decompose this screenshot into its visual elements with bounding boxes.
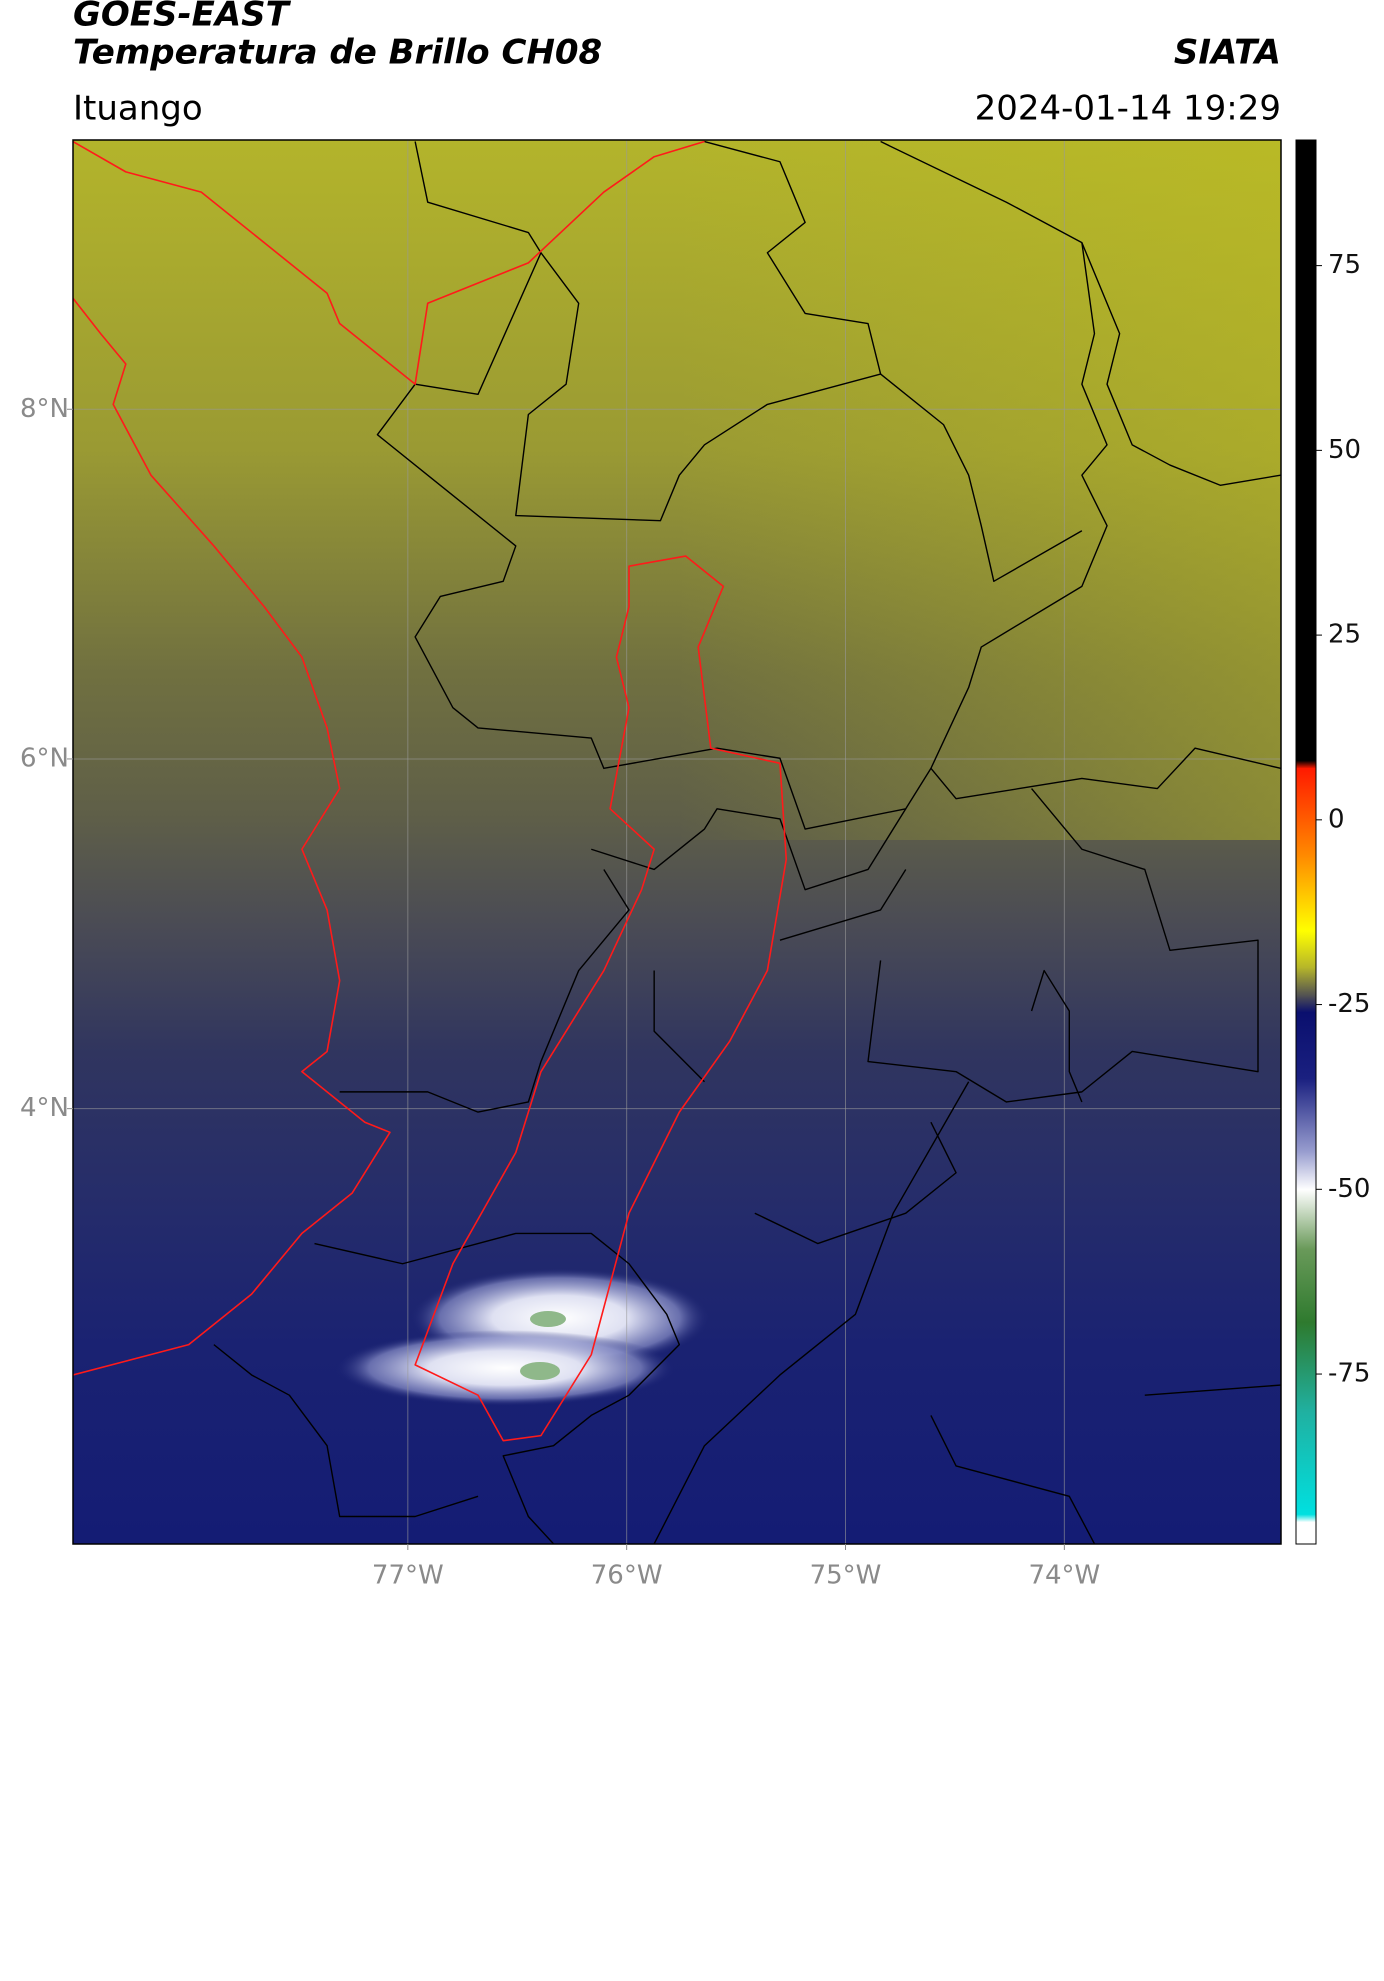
boundary (315, 1082, 969, 1544)
x-tick-label: 74°W (1028, 1561, 1100, 1591)
colorbar-segment (1296, 760, 1316, 769)
source: SIATA (1174, 33, 1281, 73)
subtitle: Temperatura de Brillo CH08 (73, 33, 602, 73)
colorbar-tick-label: -25 (1328, 989, 1370, 1019)
boundary (415, 142, 880, 521)
map-frame (72, 139, 1282, 1545)
colorbar-segment (1296, 997, 1316, 1013)
coast (73, 142, 705, 385)
field-shade (73, 140, 1281, 840)
map (73, 140, 1281, 1544)
boundaries (214, 142, 1281, 1544)
boundary (868, 789, 1258, 1102)
colorbar-tick-label: -75 (1328, 1359, 1370, 1389)
colorbar-segment (1296, 140, 1316, 762)
colorbar-frame (1295, 139, 1317, 1545)
cloud-core (530, 1311, 566, 1327)
colorbar-segment (1296, 1322, 1316, 1412)
colorbar-segment (1296, 1248, 1316, 1323)
colorbar-segment (1296, 1521, 1316, 1545)
colorbar-segment (1296, 856, 1316, 932)
y-tick-label: 8°N (20, 394, 69, 424)
boundary (931, 748, 1281, 799)
boundary (377, 142, 1107, 829)
cloud-core (520, 1362, 560, 1380)
colorbar-segment (1296, 1152, 1316, 1190)
x-tick-label: 75°W (810, 1561, 882, 1591)
boundary (1082, 243, 1281, 486)
x-tick-label: 77°W (372, 1561, 444, 1591)
colorbar-segment (1296, 1189, 1316, 1249)
datetime: 2024-01-14 19:29 (975, 89, 1281, 129)
colorbar-segment (1296, 967, 1316, 998)
basin (415, 556, 786, 1441)
colorbar-segment (1296, 1514, 1316, 1523)
colorbar-segment (1296, 1011, 1316, 1079)
colorbar-tick-label: 0 (1328, 804, 1345, 834)
boundary (340, 869, 705, 1112)
region: Ituango (73, 89, 203, 129)
colorbar-tick-label: 75 (1328, 250, 1361, 280)
boundary (591, 809, 906, 940)
colorbar-segment (1296, 1410, 1316, 1515)
y-tick-label: 4°N (20, 1093, 69, 1123)
cloud (335, 1330, 675, 1406)
boundary (214, 971, 1281, 1544)
coastline (73, 142, 786, 1441)
colorbar-segment (1296, 930, 1316, 969)
colorbar-tick-label: 25 (1328, 620, 1361, 650)
y-tick-label: 6°N (20, 743, 69, 773)
colorbar-tick-label: -50 (1328, 1174, 1370, 1204)
coast (73, 298, 390, 1375)
x-tick-label: 76°W (591, 1561, 663, 1591)
colorbar-tick-label: 50 (1328, 435, 1361, 465)
boundary (881, 374, 1082, 581)
title: GOES-EAST (73, 0, 292, 35)
colorbar-segment (1296, 768, 1316, 858)
colorbar-segment (1296, 1078, 1316, 1153)
